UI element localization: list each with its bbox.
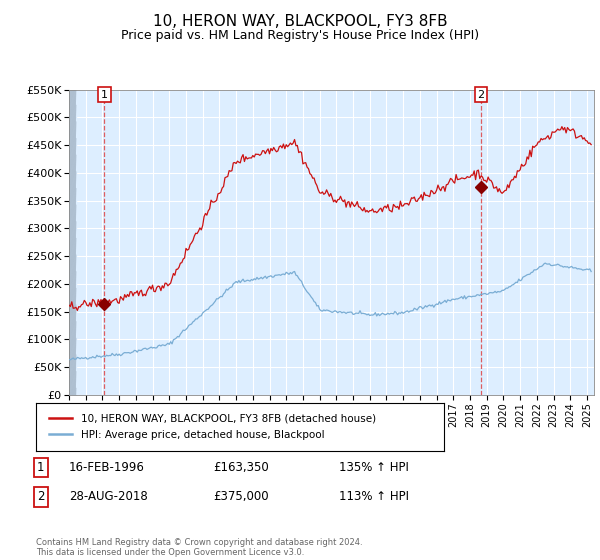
Text: 1: 1 xyxy=(37,461,44,474)
Text: 113% ↑ HPI: 113% ↑ HPI xyxy=(339,490,409,503)
Text: £375,000: £375,000 xyxy=(213,490,269,503)
Text: Contains HM Land Registry data © Crown copyright and database right 2024.
This d: Contains HM Land Registry data © Crown c… xyxy=(36,538,362,557)
Text: 2: 2 xyxy=(37,490,44,503)
Text: Price paid vs. HM Land Registry's House Price Index (HPI): Price paid vs. HM Land Registry's House … xyxy=(121,29,479,42)
Text: 28-AUG-2018: 28-AUG-2018 xyxy=(69,490,148,503)
Text: 135% ↑ HPI: 135% ↑ HPI xyxy=(339,461,409,474)
Text: 10, HERON WAY, BLACKPOOL, FY3 8FB: 10, HERON WAY, BLACKPOOL, FY3 8FB xyxy=(152,14,448,29)
Text: £163,350: £163,350 xyxy=(213,461,269,474)
Text: 16-FEB-1996: 16-FEB-1996 xyxy=(69,461,145,474)
Text: 1: 1 xyxy=(101,90,108,100)
Text: 2: 2 xyxy=(478,90,484,100)
Legend: 10, HERON WAY, BLACKPOOL, FY3 8FB (detached house), HPI: Average price, detached: 10, HERON WAY, BLACKPOOL, FY3 8FB (detac… xyxy=(45,410,380,444)
